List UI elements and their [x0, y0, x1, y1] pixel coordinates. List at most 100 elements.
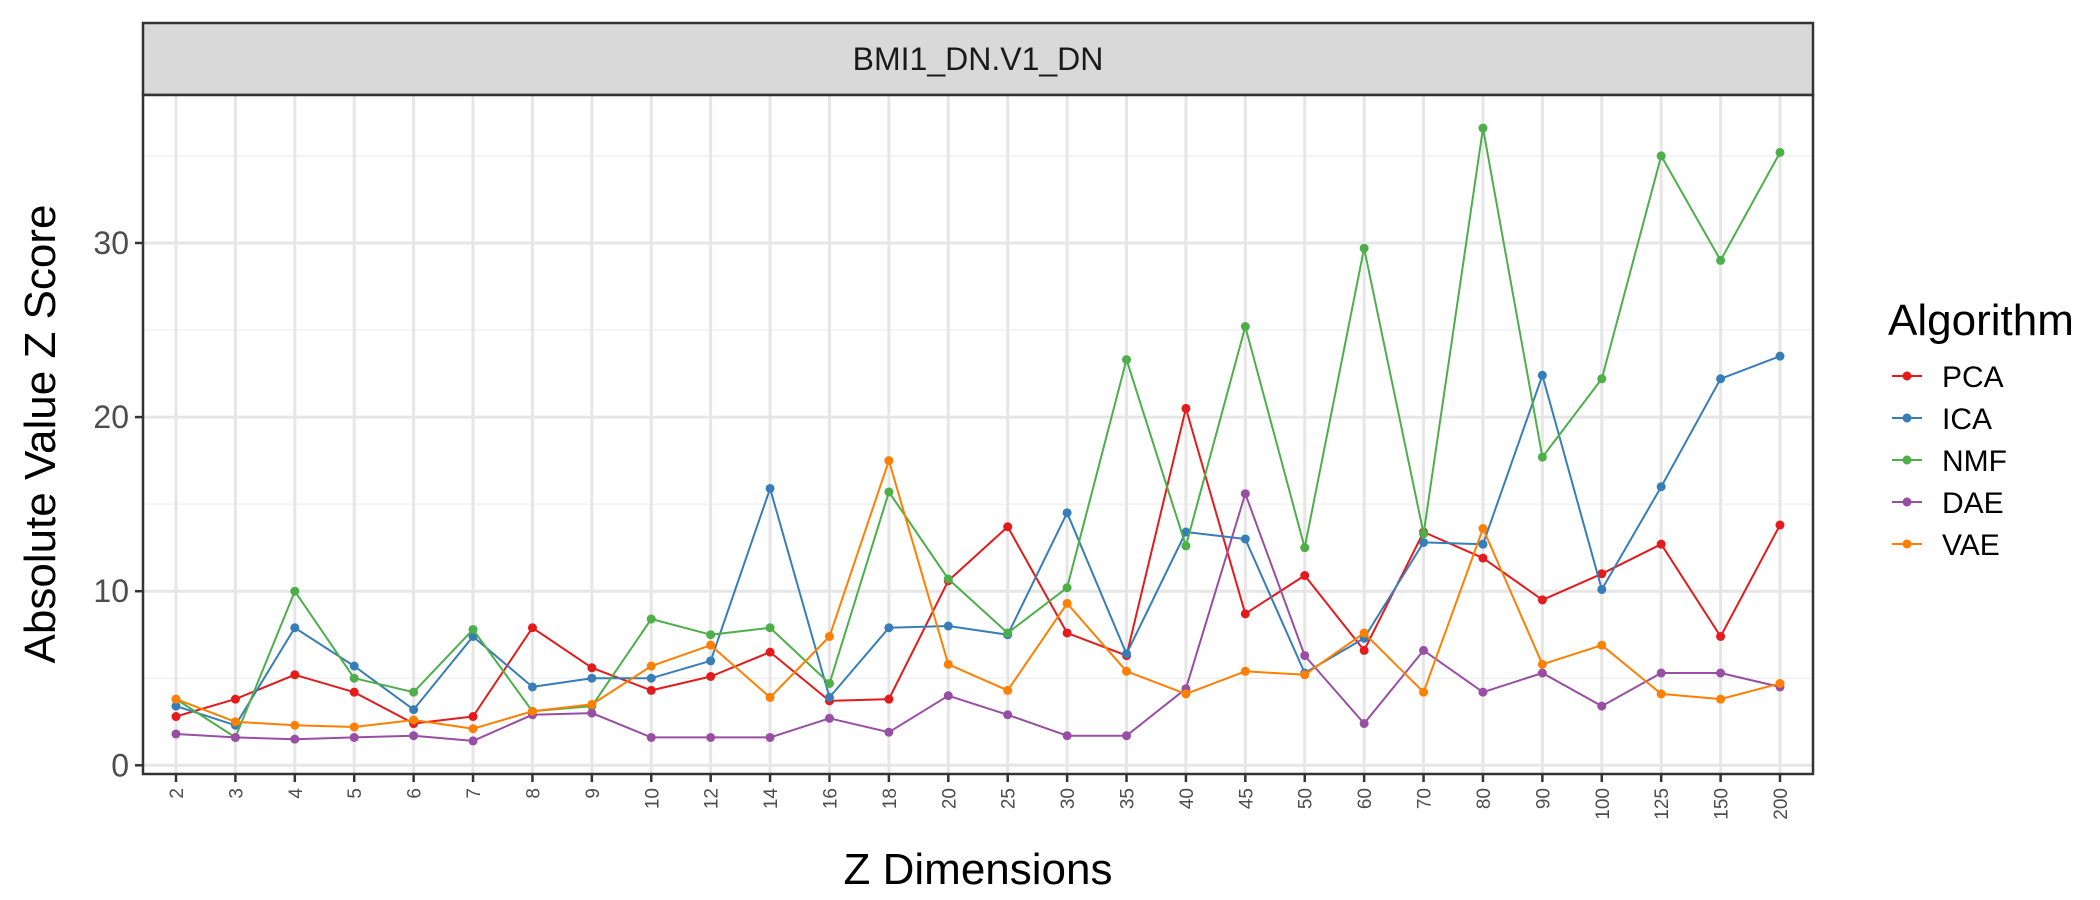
data-point-vae [290, 720, 300, 730]
data-point-dae [1240, 489, 1250, 499]
x-tick-label: 16 [820, 788, 841, 809]
series-line-vae [175, 459, 1781, 730]
data-point-dae [1478, 687, 1488, 697]
x-tick-label: 60 [1355, 788, 1376, 809]
data-point-vae [230, 717, 240, 727]
x-tick-label: 150 [1712, 788, 1733, 820]
data-point-vae [765, 692, 775, 702]
x-axis: 2 3 4 5 6 7 8 9 10 12 14 16 18 20 25 30 35 40 45 50 60 70 80 90… [167, 774, 1792, 820]
legend-key-point [1902, 455, 1912, 465]
facet-strip [141, 21, 1815, 97]
data-point-ica [943, 621, 953, 631]
legend-item-vae: VAE [1892, 529, 2000, 562]
data-point-nmf [409, 687, 419, 697]
legend-key-point [1902, 371, 1912, 381]
x-tick-label: 20 [939, 788, 960, 809]
data-point-vae [1775, 678, 1785, 688]
data-point-nmf [1537, 452, 1547, 462]
data-point-nmf [349, 673, 359, 683]
data-point-nmf [1478, 123, 1488, 133]
legend-item-dae: DAE [1892, 487, 2004, 520]
data-point-pca [527, 623, 537, 633]
data-point-nmf [1656, 151, 1666, 161]
data-point-nmf [1419, 529, 1429, 539]
legend-label: VAE [1942, 529, 2000, 562]
data-point-vae [171, 694, 181, 704]
data-point-dae [646, 732, 656, 742]
data-point-vae [349, 722, 359, 732]
data-point-pca [1656, 539, 1666, 549]
data-point-ica [884, 623, 894, 633]
data-point-pca [765, 647, 775, 657]
data-point-pca [1597, 569, 1607, 579]
series-vae [171, 456, 1785, 734]
data-point-ica [1240, 534, 1250, 544]
data-point-vae [1656, 689, 1666, 699]
legend-key-point [1902, 413, 1912, 423]
y-axis: 0 10 20 30 [93, 225, 143, 783]
x-tick-label: 6 [405, 788, 426, 799]
x-tick-label: 8 [523, 788, 544, 799]
data-point-dae [290, 734, 300, 744]
data-point-nmf [706, 630, 716, 640]
y-tick-label: 0 [111, 747, 129, 783]
data-point-dae [1062, 731, 1072, 741]
x-tick-label: 35 [1118, 788, 1139, 809]
data-point-ica [290, 623, 300, 633]
data-point-vae [1597, 640, 1607, 650]
data-point-nmf [943, 574, 953, 584]
x-tick-label: 14 [761, 788, 782, 810]
data-point-ica [587, 673, 597, 683]
data-point-vae [1122, 666, 1132, 676]
data-point-ica [1537, 370, 1547, 380]
legend-item-pca: PCA [1892, 361, 2004, 394]
data-point-vae [1537, 659, 1547, 669]
data-point-ica [1062, 508, 1072, 518]
data-point-pca [1003, 522, 1013, 532]
legend-label: ICA [1942, 403, 1992, 436]
legend-item-ica: ICA [1892, 403, 1992, 436]
x-tick-label: 125 [1652, 788, 1673, 820]
data-point-nmf [468, 624, 478, 634]
data-point-vae [409, 715, 419, 725]
data-point-dae [1537, 668, 1547, 678]
x-tick-label: 100 [1593, 788, 1614, 820]
plot-panel-border [141, 93, 1815, 776]
y-tick-label: 20 [93, 399, 129, 435]
data-point-pca [1716, 631, 1726, 641]
data-point-dae [587, 708, 597, 718]
data-point-nmf [1300, 543, 1310, 553]
x-tick-label: 25 [999, 788, 1020, 809]
data-point-nmf [646, 614, 656, 624]
data-point-dae [824, 713, 834, 723]
x-tick-label: 2 [167, 788, 188, 799]
x-tick-label: 80 [1474, 788, 1495, 809]
y-axis-title: Absolute Value Z Score [16, 205, 65, 664]
data-point-dae [1419, 645, 1429, 655]
data-point-vae [468, 724, 478, 734]
data-point-ica [1478, 539, 1488, 549]
data-point-vae [587, 699, 597, 709]
data-point-vae [1062, 598, 1072, 608]
data-point-pca [1478, 553, 1488, 563]
data-point-vae [1181, 689, 1191, 699]
data-point-vae [1419, 687, 1429, 697]
data-point-vae [527, 706, 537, 716]
data-point-ica [409, 705, 419, 715]
data-point-ica [1775, 351, 1785, 361]
facet-title: BMI1_DN.V1_DN [853, 41, 1104, 77]
data-point-ica [706, 656, 716, 666]
data-point-dae [409, 731, 419, 741]
data-point-ica [824, 692, 834, 702]
data-point-vae [1478, 524, 1488, 534]
data-point-ica [646, 673, 656, 683]
data-point-pca [1537, 595, 1547, 605]
data-point-vae [1003, 685, 1013, 695]
data-point-nmf [1003, 628, 1013, 638]
data-point-dae [1359, 719, 1369, 729]
data-point-vae [1359, 628, 1369, 638]
x-tick-label: 50 [1296, 788, 1317, 809]
data-point-pca [349, 687, 359, 697]
legend-label: PCA [1942, 361, 2004, 394]
